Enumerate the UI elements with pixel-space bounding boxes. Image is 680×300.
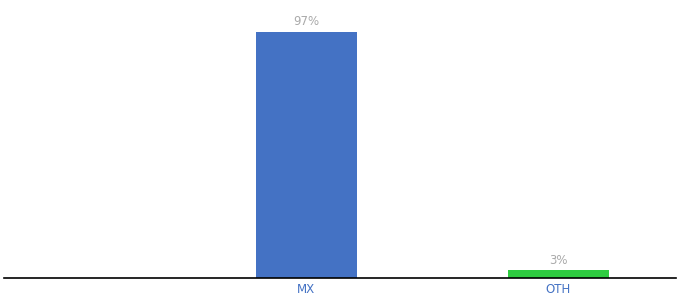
Bar — [508, 270, 609, 278]
Text: 97%: 97% — [293, 15, 320, 28]
Text: 3%: 3% — [549, 254, 568, 267]
Bar — [256, 32, 357, 278]
